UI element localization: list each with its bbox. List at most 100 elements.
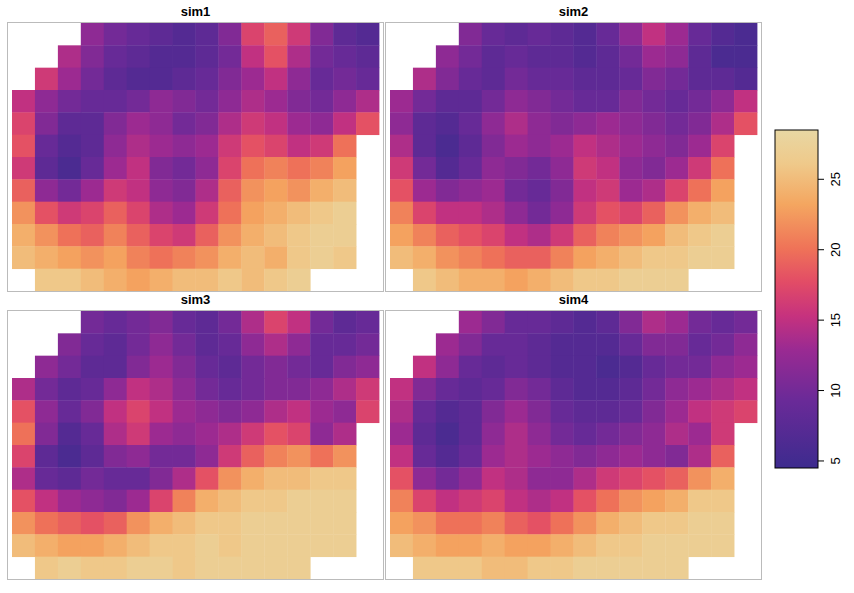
raster-cell xyxy=(551,224,574,247)
raster-cell xyxy=(287,333,310,356)
raster-cell xyxy=(619,112,642,135)
raster-cell xyxy=(241,490,264,513)
raster-cell xyxy=(688,512,711,535)
raster-cell xyxy=(574,112,597,135)
colorbar xyxy=(775,130,818,468)
raster-cell xyxy=(127,534,150,557)
raster-cell xyxy=(150,90,173,113)
raster-cell xyxy=(688,246,711,269)
raster-cell xyxy=(333,378,356,401)
raster-cell xyxy=(574,135,597,158)
raster-cell xyxy=(333,534,356,557)
raster-cell xyxy=(35,490,58,513)
raster-cell xyxy=(665,246,688,269)
raster-cell xyxy=(218,490,241,513)
raster-cell xyxy=(665,512,688,535)
raster-cell xyxy=(551,157,574,180)
raster-cell xyxy=(218,534,241,557)
raster-cell xyxy=(264,135,287,158)
raster-cell xyxy=(574,157,597,180)
raster-cell xyxy=(104,311,127,334)
raster-cell xyxy=(665,112,688,135)
raster-cell xyxy=(150,557,173,580)
raster-cell xyxy=(619,45,642,68)
raster-cell xyxy=(333,179,356,202)
raster-cell xyxy=(642,157,665,180)
raster-cell xyxy=(734,356,757,379)
raster-cell xyxy=(58,45,81,68)
raster-cell xyxy=(150,246,173,269)
raster-cell xyxy=(196,202,219,225)
raster-cell xyxy=(734,112,757,135)
raster-cell xyxy=(264,490,287,513)
raster-cell xyxy=(58,269,81,292)
raster-cell xyxy=(173,135,196,158)
raster-cell xyxy=(150,534,173,557)
raster-cell xyxy=(574,557,597,580)
raster-cell xyxy=(310,90,333,113)
raster-cell xyxy=(127,45,150,68)
raster-cell xyxy=(264,202,287,225)
raster-cell xyxy=(596,135,619,158)
raster-cell xyxy=(12,202,35,225)
raster-cell xyxy=(127,512,150,535)
raster-cell xyxy=(482,23,505,46)
raster-cell xyxy=(196,423,219,446)
raster-cell xyxy=(551,490,574,513)
raster-cell xyxy=(619,534,642,557)
raster-cell xyxy=(127,269,150,292)
raster-cell xyxy=(390,378,413,401)
raster-cell xyxy=(333,202,356,225)
raster-cell xyxy=(241,45,264,68)
raster-cell xyxy=(310,490,333,513)
raster-cell xyxy=(619,68,642,91)
raster-cell xyxy=(551,445,574,468)
raster-cell xyxy=(482,557,505,580)
raster-cell xyxy=(127,445,150,468)
raster-cell xyxy=(218,333,241,356)
raster-cell xyxy=(196,311,219,334)
raster-cell xyxy=(310,400,333,423)
raster-cell xyxy=(150,112,173,135)
raster-cell xyxy=(596,45,619,68)
raster-cell xyxy=(58,512,81,535)
raster-cell xyxy=(413,512,436,535)
raster-cell xyxy=(574,490,597,513)
raster-cell xyxy=(642,45,665,68)
raster-cell xyxy=(104,423,127,446)
raster-cell xyxy=(81,467,104,490)
raster-cell xyxy=(310,246,333,269)
raster-cell xyxy=(333,90,356,113)
raster-cell xyxy=(665,445,688,468)
raster-cell xyxy=(436,490,459,513)
raster-cell xyxy=(619,202,642,225)
raster-cell xyxy=(413,445,436,468)
raster-cell xyxy=(150,224,173,247)
raster-cell xyxy=(58,423,81,446)
raster-cell xyxy=(482,157,505,180)
raster-cell xyxy=(596,179,619,202)
raster-cell xyxy=(310,333,333,356)
raster-cell xyxy=(413,224,436,247)
raster-cell xyxy=(310,224,333,247)
raster-cell xyxy=(104,179,127,202)
raster-cell xyxy=(436,445,459,468)
raster-cell xyxy=(551,68,574,91)
raster-cell xyxy=(665,269,688,292)
raster-cell xyxy=(35,246,58,269)
raster-cell xyxy=(35,534,58,557)
raster-cell xyxy=(104,45,127,68)
raster-cell xyxy=(241,557,264,580)
raster-cell xyxy=(711,68,734,91)
raster-cell xyxy=(150,23,173,46)
raster-cell xyxy=(35,179,58,202)
raster-cell xyxy=(150,490,173,513)
raster-cell xyxy=(241,202,264,225)
raster-cell xyxy=(505,467,528,490)
raster-cell xyxy=(310,467,333,490)
raster-cell xyxy=(173,423,196,446)
raster-cell xyxy=(196,45,219,68)
raster-cell xyxy=(104,135,127,158)
raster-cell xyxy=(173,378,196,401)
raster-cell xyxy=(127,202,150,225)
